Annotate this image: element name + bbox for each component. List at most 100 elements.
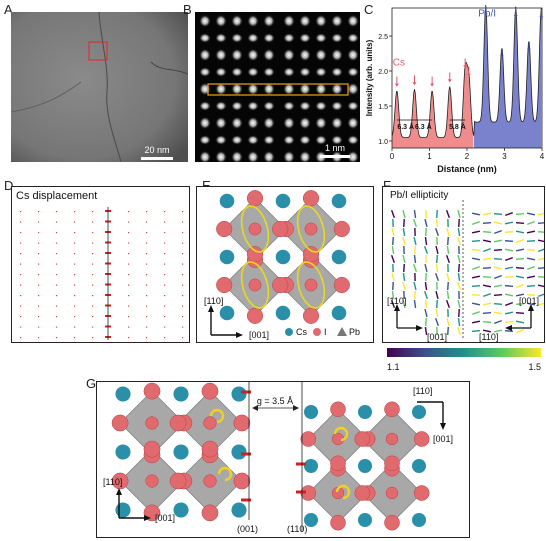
- displacement-dot: [182, 337, 184, 339]
- ellipticity-segment: [515, 248, 525, 252]
- atom-column: [199, 101, 211, 111]
- panel-c-letter: C: [364, 2, 374, 17]
- ellipticity-segment: [446, 317, 450, 327]
- displacement-dot: [92, 242, 94, 244]
- iodine-atom: [304, 222, 318, 236]
- ellipticity-segment: [436, 209, 438, 219]
- displacement-dot: [38, 263, 40, 265]
- ellipticity-segment: [493, 239, 503, 243]
- displacement-dot: [128, 221, 130, 223]
- displacement-dot: [20, 211, 22, 213]
- atom-column: [347, 116, 359, 130]
- atom-column: [263, 116, 275, 130]
- displacement-marker: [241, 498, 251, 502]
- ellipticity-segment: [537, 276, 544, 278]
- distance-label: 5.8 Å: [449, 122, 466, 131]
- ellipticity-segment: [471, 257, 481, 261]
- atom-column: [263, 67, 275, 77]
- x-tick-label: 3: [502, 152, 507, 161]
- x-tick-label: 1: [427, 152, 432, 161]
- displacement-dot: [92, 337, 94, 339]
- ellipticity-segment: [392, 236, 394, 246]
- ellipticity-segment: [414, 245, 416, 255]
- ellipticity-segment: [403, 218, 405, 228]
- g-right-down: [001]: [433, 434, 453, 444]
- ellipticity-segment: [436, 254, 438, 264]
- displacement-dot: [182, 305, 184, 307]
- y-axis-label: Intensity (arb. units): [365, 39, 374, 116]
- displacement-dot: [20, 337, 22, 339]
- iodine-atom: [333, 276, 350, 294]
- displacement-dot: [164, 242, 166, 244]
- ellipticity-segment: [471, 285, 481, 287]
- cesium-atom: [231, 502, 247, 518]
- displacement-dot: [182, 274, 184, 276]
- panel-e-structure: [110] [001] Cs I Pb: [204, 190, 360, 340]
- ellipticity-segment: [482, 312, 492, 314]
- iodine-atom: [354, 431, 371, 447]
- displacement-dot: [146, 316, 148, 318]
- atom-column: [315, 67, 327, 77]
- cesium-atom: [115, 386, 131, 402]
- ellipticity-segment: [515, 213, 525, 215]
- ellipticity-segment: [402, 209, 406, 219]
- ellipticity-segment: [412, 219, 418, 227]
- atom-column: [315, 101, 327, 111]
- displacement-dot: [92, 211, 94, 213]
- displacement-dot: [128, 253, 130, 255]
- displacement-dot: [182, 316, 184, 318]
- panel-f-ellipticity: [110] [001] [001] [110]: [387, 200, 544, 342]
- g-right-top: [110]: [413, 386, 432, 396]
- ellipticity-segment: [472, 265, 480, 271]
- atom-column: [231, 82, 243, 96]
- ellipticity-segment: [456, 237, 462, 245]
- displacement-dot: [164, 211, 166, 213]
- displacement-dot: [56, 316, 58, 318]
- ellipticity-segment: [435, 308, 439, 318]
- atom-column: [247, 82, 259, 96]
- ellipticity-segment: [425, 272, 427, 282]
- displacement-dot: [74, 253, 76, 255]
- ellipticity-segment: [493, 258, 503, 260]
- ellipticity-segment: [445, 255, 451, 263]
- panel-d-title: Cs displacement: [16, 190, 98, 202]
- panel-b-letter: B: [183, 2, 192, 17]
- displacement-dot: [164, 337, 166, 339]
- ellipticity-segment: [403, 263, 405, 273]
- ellipticity-segment: [504, 248, 514, 252]
- displacement-dot: [56, 263, 58, 265]
- rotation-marker: [209, 408, 225, 424]
- ellipticity-segment: [515, 267, 525, 269]
- pbi-area: [473, 5, 542, 149]
- ellipticity-segment: [493, 303, 503, 305]
- panel-d-vectors: [20, 207, 184, 340]
- cesium-atom: [331, 305, 347, 321]
- peak-arrowhead: [499, 55, 504, 59]
- displacement-dot: [128, 316, 130, 318]
- ellipticity-segment: [446, 290, 450, 300]
- atom-column: [215, 116, 227, 130]
- iodine-atom: [413, 431, 430, 447]
- cesium-atom: [275, 249, 291, 265]
- displacement-dot: [74, 242, 76, 244]
- displacement-dot: [38, 316, 40, 318]
- atom-column: [299, 14, 311, 28]
- iodine-atom: [111, 414, 129, 432]
- cesium-atom: [173, 444, 189, 460]
- iodine-atom: [203, 416, 217, 430]
- iodine-atom: [384, 401, 400, 418]
- atom-column: [283, 135, 295, 145]
- ellipticity-segment: [482, 302, 492, 306]
- ellipticity-segment: [505, 211, 513, 217]
- iodine-atom: [304, 278, 318, 292]
- ellipticity-segment: [527, 220, 535, 226]
- displacement-dot: [146, 337, 148, 339]
- displacement-dot: [92, 232, 94, 234]
- y-tick-label: 2.5: [378, 34, 388, 41]
- atom-column: [331, 33, 343, 43]
- ellipticity-segment: [482, 212, 492, 216]
- iodine-atom: [145, 474, 159, 488]
- atom-column: [263, 48, 275, 62]
- panel-a-image: 20 nm: [11, 12, 188, 162]
- atom-column: [247, 101, 259, 111]
